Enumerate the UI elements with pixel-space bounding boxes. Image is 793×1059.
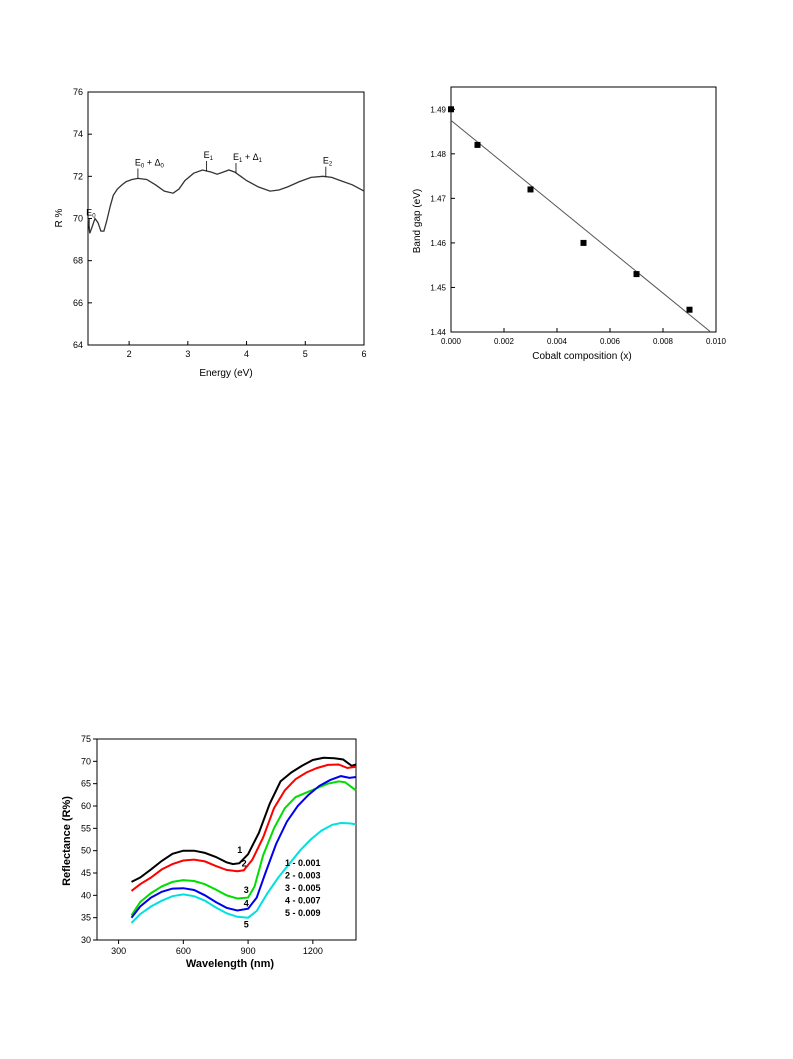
y-tick-label: 68 <box>73 256 83 266</box>
x-tick-label: 6 <box>361 349 366 359</box>
x-tick-label: 0.010 <box>706 337 727 346</box>
series-label-2: 2 <box>242 858 247 868</box>
x-tick-label: 0.002 <box>494 337 515 346</box>
y-tick-label: 70 <box>81 756 91 766</box>
data-point <box>633 271 640 278</box>
chart1-marks: 2 3 4 5 6 64 66 68 70 72 74 76 E0 E0 + Δ0 E1 E1 + Δ1 E2 <box>73 87 367 359</box>
y-tick-label: 40 <box>81 890 91 900</box>
legend-entry: 2 - 0.003 <box>285 871 321 881</box>
data-point <box>474 141 481 148</box>
bandgap-cobalt-chart: 0.000 0.002 0.004 0.006 0.008 0.010 1.44 1.45 1.… <box>412 86 727 362</box>
data-point <box>527 186 534 193</box>
x-tick-label: 2 <box>127 349 132 359</box>
x-tick-label: 900 <box>241 946 256 956</box>
x-tick-label: 4 <box>244 349 249 359</box>
legend-entry: 3 - 0.005 <box>285 883 321 893</box>
x-tick-label: 0.004 <box>547 337 568 346</box>
chart3-marks: 300 600 900 120030354045505560657075123451 … <box>81 734 357 956</box>
critical-point-label: E0 + Δ0 <box>135 157 165 169</box>
series-label-5: 5 <box>244 919 249 929</box>
y-tick-label: 64 <box>73 340 83 350</box>
reflectance-curve <box>87 169 365 234</box>
chart1-xlabel: Energy (eV) <box>199 368 252 379</box>
x-tick-label: 600 <box>176 946 191 956</box>
series-label-3: 3 <box>244 885 249 895</box>
chart2-xlabel: Cobalt composition (x) <box>532 351 631 362</box>
data-point <box>448 106 454 113</box>
y-tick-label: 72 <box>73 171 83 181</box>
x-tick-label: 5 <box>303 349 308 359</box>
series-line-1 <box>131 756 357 883</box>
data-point <box>580 239 587 246</box>
y-tick-label: 66 <box>73 298 83 308</box>
y-tick-label: 50 <box>81 846 91 856</box>
y-tick-label: 55 <box>81 823 91 833</box>
chart1-ylabel: R % <box>54 208 65 227</box>
y-tick-label: 70 <box>73 214 83 224</box>
y-tick-label: 1.46 <box>430 239 446 248</box>
x-tick-label: 0.008 <box>653 337 674 346</box>
chart3-ylabel: Reflectance (R%) <box>61 796 73 886</box>
critical-point-label: E1 <box>204 150 214 162</box>
critical-point-label: E0 <box>86 207 96 219</box>
legend-entry: 1 - 0.001 <box>285 858 321 868</box>
y-tick-label: 76 <box>73 87 83 97</box>
x-tick-label: 0.000 <box>441 337 462 346</box>
y-tick-label: 1.44 <box>430 328 446 337</box>
y-tick-label: 45 <box>81 868 91 878</box>
critical-point-label: E2 <box>323 156 333 168</box>
y-tick-label: 75 <box>81 734 91 744</box>
series-label-4: 4 <box>244 899 249 909</box>
plot-frame <box>450 86 717 333</box>
series-label-1: 1 <box>237 845 242 855</box>
y-tick-label: 60 <box>81 801 91 811</box>
series-line-4 <box>130 775 357 919</box>
chart3-xlabel: Wavelength (nm) <box>186 958 275 970</box>
critical-point-label: E1 + Δ1 <box>233 152 263 164</box>
y-tick-label: 65 <box>81 779 91 789</box>
y-tick-label: 1.48 <box>430 150 446 159</box>
legend-entry: 5 - 0.009 <box>285 908 321 918</box>
y-tick-label: 1.49 <box>430 105 446 114</box>
chart2-ylabel: Band gap (eV) <box>412 189 423 254</box>
x-tick-label: 3 <box>185 349 190 359</box>
chart2-marks: 0.000 0.002 0.004 0.006 0.008 0.010 1.44 1.45 1.… <box>430 86 727 346</box>
data-point <box>686 306 693 313</box>
y-tick-label: 35 <box>81 913 91 923</box>
x-tick-label: 300 <box>111 946 126 956</box>
y-tick-label: 1.47 <box>430 194 446 203</box>
y-tick-label: 74 <box>73 129 83 139</box>
y-tick-label: 30 <box>81 935 91 945</box>
linear-fit-line <box>450 120 712 333</box>
series-line-2 <box>130 763 357 892</box>
y-tick-label: 1.45 <box>430 283 446 292</box>
series-line-5 <box>130 821 357 924</box>
x-tick-label: 1200 <box>303 946 323 956</box>
series-line-3 <box>130 780 357 916</box>
x-tick-label: 0.006 <box>600 337 621 346</box>
plot-frame <box>96 738 357 941</box>
legend-entry: 4 - 0.007 <box>285 896 321 906</box>
